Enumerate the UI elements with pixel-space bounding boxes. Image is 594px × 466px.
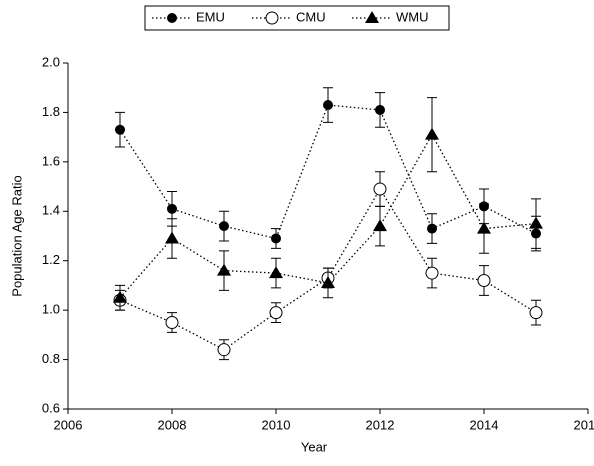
legend-label: CMU [296,9,326,24]
marker [269,306,283,320]
y-tick-label: 0.8 [42,351,60,366]
marker [323,100,333,111]
marker [477,273,491,287]
x-tick-label: 2012 [366,417,395,432]
y-tick-label: 2.0 [42,54,60,69]
marker [165,316,179,329]
y-tick-label: 1.8 [42,104,60,119]
x-tick-label: 2008 [158,417,187,432]
y-tick-label: 1.4 [42,203,60,218]
legend-marker [365,11,379,23]
series-line [119,187,537,351]
marker [217,343,231,357]
y-tick-label: 1.0 [42,302,60,317]
marker [115,124,125,135]
marker [269,266,283,279]
marker [167,203,177,214]
y-tick-label: 1.6 [42,153,60,168]
y-axis-label: Population Age Ratio [9,175,24,296]
marker [529,306,543,320]
marker [321,275,335,288]
legend-marker [167,13,177,23]
marker [373,219,387,232]
marker [217,263,231,276]
legend-box [144,5,450,31]
legend-marker [265,11,279,25]
marker [425,127,439,140]
marker [427,223,437,234]
x-tick-label: 2016 [574,417,594,432]
legend-label: WMU [396,9,429,24]
marker [165,231,179,244]
marker [425,266,439,280]
y-tick-label: 0.6 [42,400,60,415]
marker [219,221,229,232]
legend-label: EMU [196,9,225,24]
x-tick-label: 2006 [54,417,83,432]
marker [113,290,127,303]
marker [271,233,281,244]
y-tick-label: 1.2 [42,252,60,267]
series-line [119,104,537,240]
marker [373,182,387,196]
x-tick-label: 2014 [470,417,499,432]
x-axis-label: Year [301,439,328,454]
marker [375,104,385,115]
marker [529,216,543,229]
x-tick-label: 2010 [262,417,291,432]
marker [477,221,491,234]
